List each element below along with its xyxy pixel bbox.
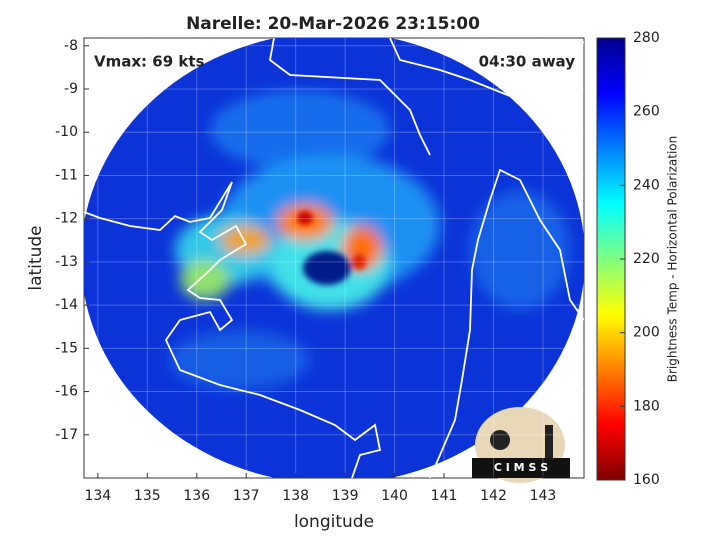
y-tick-label: -17 [55, 427, 78, 443]
annotation: Vmax: 69 kts [94, 53, 204, 71]
chart-title: Narelle: 20-Mar-2026 23:15:00 [186, 14, 480, 34]
x-tick-label: 138 [282, 488, 309, 504]
colorbar-tick-label: 160 [633, 472, 660, 488]
logo: C I M S S [472, 407, 570, 483]
y-tick-label: -16 [55, 384, 78, 400]
y-tick-label: -11 [55, 167, 78, 183]
x-tick-label: 139 [332, 488, 359, 504]
x-tick-label: 140 [381, 488, 408, 504]
y-tick-label: -10 [55, 124, 78, 140]
colorbar-label: Brightness Temp - Horizontal Polarizatio… [666, 136, 680, 383]
y-tick-label: -12 [55, 211, 78, 227]
logo-text: C I M S S [494, 461, 548, 474]
colorbar-tick-label: 240 [633, 177, 660, 193]
x-tick-label: 142 [480, 488, 507, 504]
x-tick-label: 135 [134, 488, 161, 504]
y-tick-label: -13 [55, 254, 78, 270]
y-tick-label: -8 [64, 38, 78, 54]
x-tick-label: 143 [530, 488, 557, 504]
coastline [84, 181, 382, 478]
coastline [269, 38, 584, 156]
colorbar-tick-label: 220 [633, 251, 660, 267]
y-tick-label: -9 [64, 81, 78, 97]
x-axis-label: longitude [294, 512, 374, 532]
x-tick-label: 134 [84, 488, 111, 504]
colorbar-tick-label: 200 [633, 325, 660, 341]
x-tick-label: 141 [431, 488, 458, 504]
y-tick-label: -15 [55, 340, 78, 356]
annotation: 04:30 away [479, 53, 576, 71]
x-tick-label: 137 [233, 488, 260, 504]
imagery [84, 38, 584, 478]
colorbar-tick-label: 280 [633, 30, 660, 46]
colorbar-tick-label: 180 [633, 398, 660, 414]
x-tick-label: 136 [183, 488, 210, 504]
coastline [429, 168, 584, 478]
y-tick-label: -14 [55, 297, 78, 313]
colorbar-tick-label: 260 [633, 104, 660, 120]
y-axis-label: latitude [26, 225, 46, 290]
